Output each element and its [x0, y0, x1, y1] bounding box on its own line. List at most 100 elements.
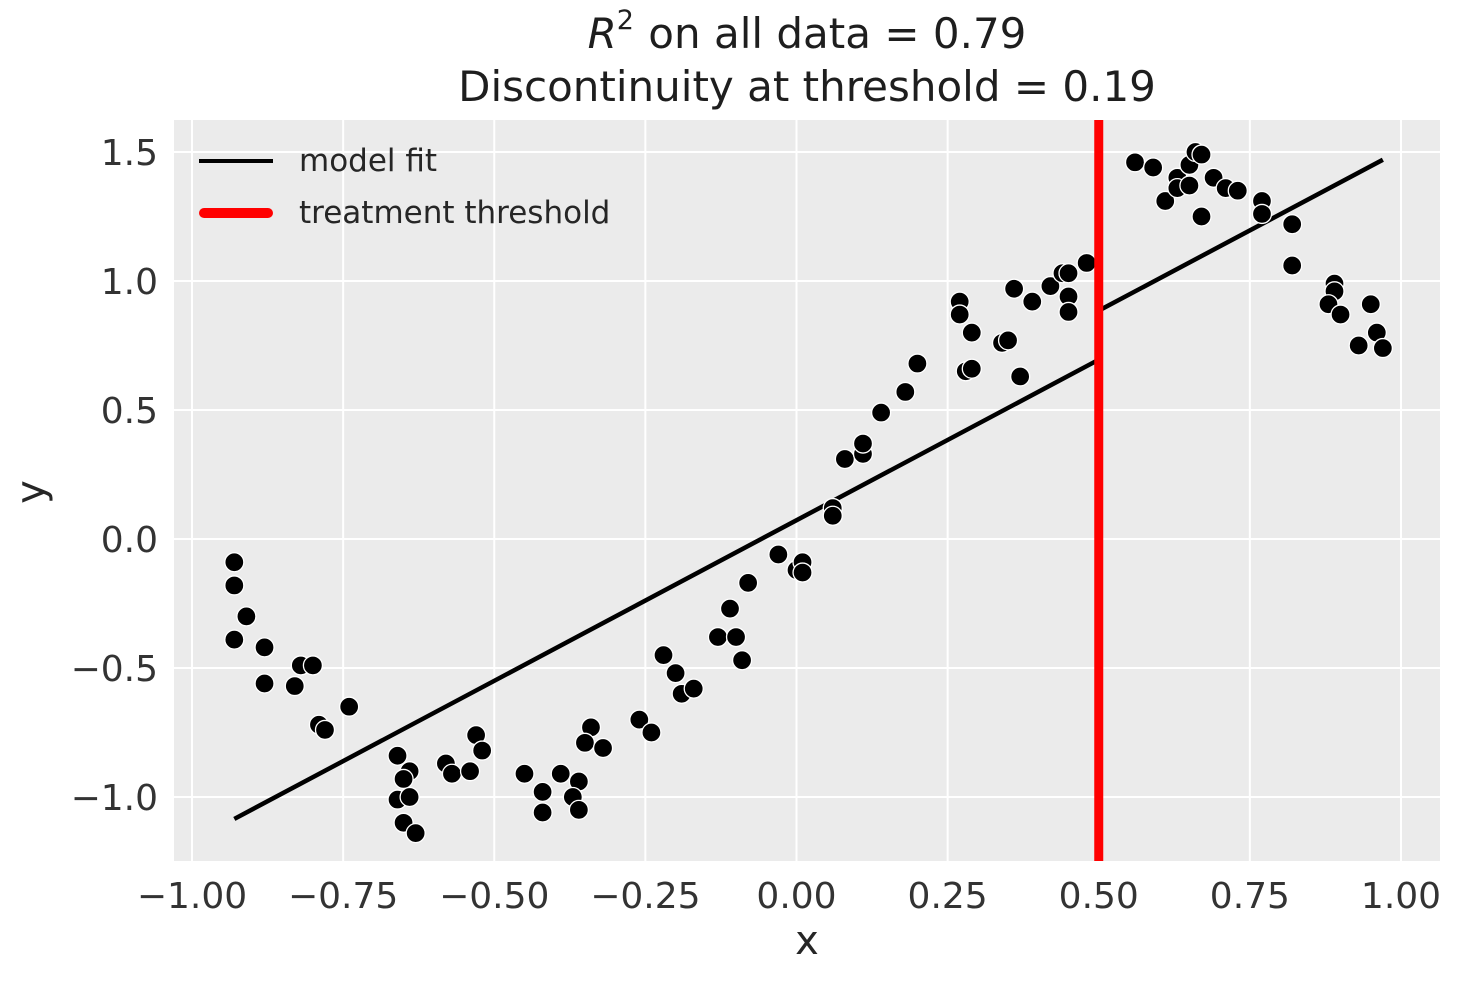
scatter-point	[737, 572, 759, 594]
scatter-point	[870, 402, 892, 423]
scatter-point	[1003, 278, 1025, 299]
scatter-point	[224, 575, 245, 596]
y-tick-label: 0.5	[101, 391, 158, 432]
scatter-point	[550, 763, 571, 784]
x-tick-labels: −1.00 −0.75 −0.50 −0.25 0.00 0.25 0.50 0.75 1.00	[137, 876, 1441, 917]
scatter-point	[405, 822, 426, 844]
x-axis-label: x	[795, 918, 819, 964]
x-tick-label: 1.00	[1361, 876, 1441, 917]
scatter-point	[1282, 214, 1303, 235]
scatter-point	[719, 598, 741, 619]
scatter-point	[629, 709, 650, 730]
y-axis-label: y	[8, 480, 54, 504]
scatter-point	[1282, 255, 1303, 276]
scatter-point	[1022, 291, 1043, 312]
scatter-point	[707, 626, 729, 648]
x-tick-label: −0.50	[439, 876, 549, 917]
legend-label: treatment threshold	[299, 194, 611, 231]
scatter-point	[574, 732, 596, 753]
scatter-point	[1360, 294, 1381, 315]
scatter-point	[1155, 190, 1176, 212]
scatter-point	[997, 330, 1019, 351]
scatter-point	[1179, 175, 1200, 196]
x-tick-label: 0.50	[1059, 876, 1139, 917]
y-tick-label: −0.5	[71, 649, 158, 690]
scatter-point	[1010, 366, 1031, 387]
scatter-point	[514, 763, 535, 784]
y-tick-label: −1.0	[71, 778, 158, 819]
x-tick-label: −1.00	[137, 876, 247, 917]
title-line-1-text: on all data = 0.79	[634, 9, 1027, 58]
scatter-point	[683, 678, 704, 699]
scatter-point	[339, 696, 360, 717]
title-line-2: Discontinuity at threshold = 0.19	[458, 62, 1156, 112]
scatter-point	[314, 719, 336, 741]
scatter-point	[236, 606, 257, 627]
scatter-point	[459, 761, 481, 782]
scatter-point	[1058, 263, 1079, 284]
scatter-point	[1348, 335, 1369, 356]
x-tick-label: 0.00	[756, 876, 836, 917]
scatter-point	[731, 650, 753, 671]
x-tick-label: 0.75	[1210, 876, 1290, 917]
legend-item-treatment-threshold: treatment threshold	[199, 193, 610, 232]
scatter-points	[224, 141, 1394, 844]
scatter-point	[1191, 206, 1212, 227]
scatter-point	[254, 673, 275, 694]
scatter-point	[725, 626, 747, 648]
scatter-point	[834, 448, 856, 470]
title-exponent: 2	[616, 5, 635, 36]
scatter-point	[653, 644, 674, 666]
scatter-point	[665, 663, 686, 684]
scatter-point	[1076, 252, 1097, 274]
scatter-point	[1227, 180, 1248, 201]
gridlines	[174, 120, 1440, 861]
y-tick-labels: 1.5 1.0 0.5 0.0 −0.5 −1.0	[71, 133, 158, 819]
scatter-point	[949, 304, 970, 325]
scatter-point	[961, 322, 982, 343]
scatter-point	[1040, 276, 1061, 297]
y-tick-label: 0.0	[101, 520, 158, 561]
scatter-point	[254, 637, 275, 658]
model-fit-line-swatch	[199, 158, 273, 163]
scatter-point	[907, 353, 928, 374]
x-tick-label: 0.25	[908, 876, 988, 917]
scatter-point	[822, 505, 843, 526]
y-tick-label: 1.5	[101, 133, 158, 174]
chart-title: R2 on all data = 0.79 Discontinuity at t…	[174, 4, 1440, 114]
scatter-point	[224, 629, 245, 650]
scatter-point	[768, 544, 789, 565]
legend-item-model-fit: model fit	[199, 141, 610, 180]
legend: model fit treatment threshold	[199, 141, 610, 232]
scatter-point	[393, 768, 414, 790]
legend-label: model fit	[299, 142, 438, 179]
scatter-point	[472, 740, 493, 761]
x-tick-label: −0.25	[590, 876, 700, 917]
scatter-point	[1143, 157, 1164, 178]
scatter-point	[852, 433, 874, 454]
scatter-point	[961, 358, 982, 379]
scatter-point	[1124, 152, 1146, 173]
scatter-point	[1058, 301, 1079, 323]
title-r-symbol: R	[587, 9, 617, 58]
scatter-point	[387, 745, 408, 766]
scatter-point	[284, 675, 305, 697]
scatter-point	[302, 655, 324, 676]
scatter-point	[1372, 337, 1394, 359]
scatter-point	[792, 562, 813, 583]
scatter-point	[399, 786, 420, 808]
scatter-point	[1191, 144, 1212, 165]
scatter-point	[532, 802, 553, 823]
scatter-point	[224, 552, 245, 573]
scatter-point	[895, 381, 916, 403]
threshold-line-swatch	[199, 207, 273, 218]
x-tick-label: −0.75	[288, 876, 398, 917]
y-tick-label: 1.0	[101, 262, 158, 303]
scatter-point	[441, 763, 463, 784]
scatter-point	[532, 781, 553, 802]
scatter-point	[641, 722, 662, 743]
scatter-point	[1330, 304, 1351, 325]
scatter-point	[1251, 203, 1273, 225]
